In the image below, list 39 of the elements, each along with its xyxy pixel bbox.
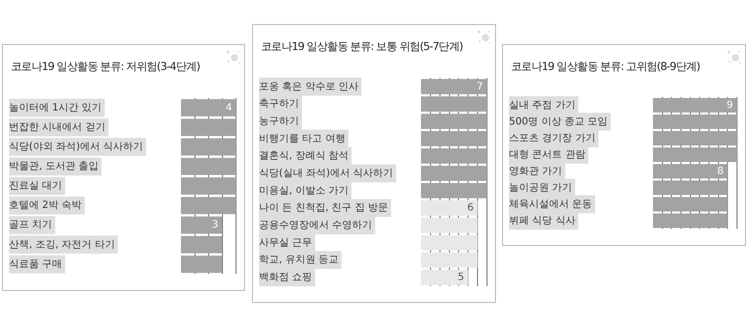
y-tick-label: 식료품 구매 xyxy=(9,258,62,270)
y-tick-label: 농구하기 xyxy=(259,116,299,127)
data-label: 3 xyxy=(212,220,218,231)
y-tick-label: 골프 치기 xyxy=(9,220,52,231)
data-label: 8 xyxy=(717,166,724,177)
data-label: 7 xyxy=(476,81,483,92)
chart-title: 코로나19 일상활동 분류: 고위험(8-9단계) xyxy=(511,59,700,74)
data-label: 4 xyxy=(226,102,232,114)
y-tick-label: 놀이터에 1시간 있기 xyxy=(9,102,102,114)
y-tick-label: 영화관 가기 xyxy=(509,166,562,177)
y-tick-label: 번잡한 시내에서 걷기 xyxy=(9,122,106,133)
data-label: 5 xyxy=(458,272,464,283)
data-label: 9 xyxy=(726,100,733,111)
y-tick-label: 식당(야외 좌석)에서 식사하기 xyxy=(9,141,144,152)
y-tick-label: 결혼식, 장례식 참석 xyxy=(259,150,349,162)
chart-title: 코로나19 일상활동 분류: 보통 위험(5-7단계) xyxy=(261,39,463,54)
y-tick-label: 공용수영장에서 수영하기 xyxy=(259,220,372,231)
y-tick-label: 포옹 혹은 악수로 인사 xyxy=(259,81,359,92)
y-tick-label: 대형 콘서트 관람 xyxy=(509,149,586,160)
y-tick-label: 사무실 근무 xyxy=(259,237,312,248)
y-tick-label: 스포츠 경기장 가기 xyxy=(509,132,596,144)
y-tick-label: 체육시설에서 운동 xyxy=(509,198,592,210)
y-tick-label: 호텔에 2박 숙박 xyxy=(9,200,82,212)
y-tick-label: 비행기를 타고 여행 xyxy=(259,133,346,144)
y-tick-label: 실내 주점 가기 xyxy=(509,100,576,111)
y-tick-label: 백화점 쇼핑 xyxy=(259,272,312,283)
y-tick-label: 500명 이상 종교 모임 xyxy=(509,116,608,128)
y-tick-label: 미용실, 이발소 가기 xyxy=(259,185,349,196)
y-tick-label: 박물관, 도서관 출입 xyxy=(9,161,99,172)
y-tick-label: 산책, 조깅, 자전거 타기 xyxy=(9,239,115,250)
data-label: 6 xyxy=(467,202,474,214)
y-tick-label: 나이 든 친척집, 친구 집 방문 xyxy=(259,202,388,214)
y-tick-label: 식당(실내 좌석)에서 식사하기 xyxy=(259,168,394,179)
y-tick-label: 진료실 대기 xyxy=(9,180,62,192)
y-tick-label: 놀이공원 가기 xyxy=(509,182,572,194)
y-tick-label: 축구하기 xyxy=(259,98,299,110)
y-tick-label: 뷔페 식당 식사 xyxy=(509,215,576,226)
y-tick-label: 학교, 유치원 등교 xyxy=(259,254,339,266)
chart-title: 코로나19 일상활동 분류: 저위험(3-4단계) xyxy=(11,59,200,74)
